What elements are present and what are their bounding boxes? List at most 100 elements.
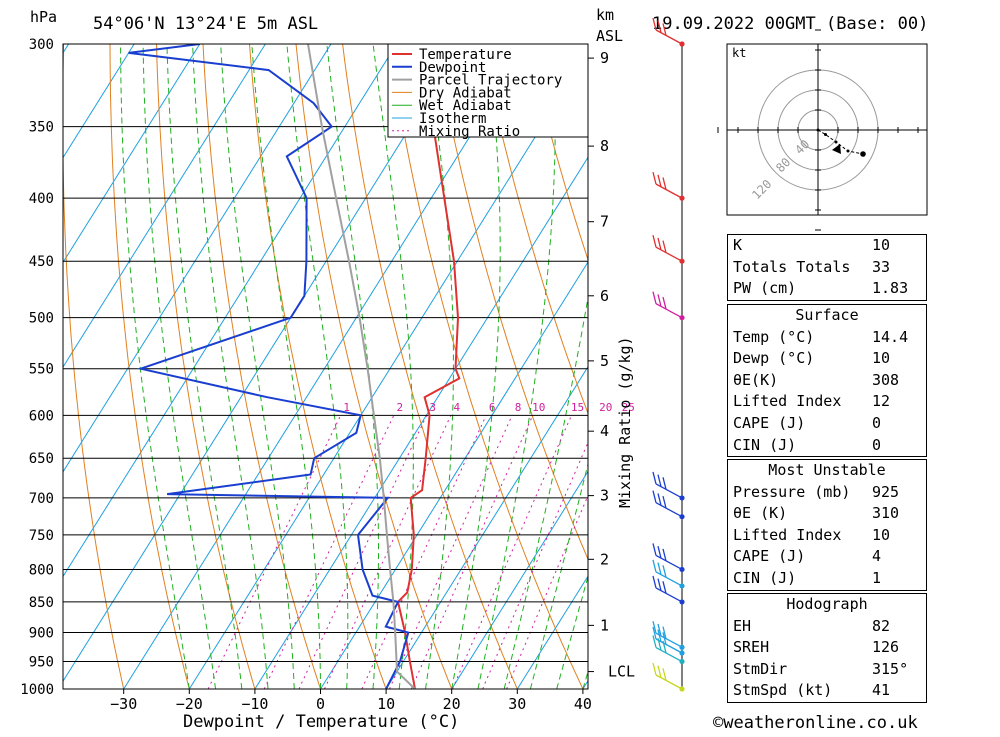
wind-barb-staff: [656, 675, 682, 689]
wind-level-dot: [679, 259, 684, 264]
pressure-tick-label: 600: [29, 408, 54, 424]
mu-value: 310: [872, 503, 899, 525]
mixing-ratio-label: 15: [571, 401, 584, 414]
mu-label: CAPE (J): [733, 546, 805, 568]
wind-barb-flag: [653, 172, 656, 184]
mixing-ratio-label: 8: [515, 401, 522, 414]
pressure-tick-label: 900: [29, 626, 54, 642]
wind-level-dot: [679, 599, 684, 604]
surface-label: CAPE (J): [733, 413, 805, 435]
wind-barb-icon: [653, 560, 685, 589]
surface-label: Temp (°C): [733, 327, 814, 349]
dry-adiabat-line: [994, 44, 1000, 689]
wind-level-dot: [679, 645, 684, 650]
mu-value: 1: [872, 568, 881, 590]
x-tick-label: 10: [377, 695, 395, 713]
hodo-value: 315°: [872, 659, 908, 681]
pressure-tick-label: 750: [29, 528, 54, 544]
isotherm-line: [255, 44, 659, 689]
height-unit-asl: ASL: [596, 27, 623, 45]
mixing-ratio-label: 4: [454, 401, 461, 414]
height-tick-label: 9: [600, 49, 609, 67]
pressure-tick-label: 650: [29, 451, 54, 467]
surface-value: 0: [872, 413, 881, 435]
isotherm-line: [0, 44, 3, 689]
mixing-ratio-line: [264, 415, 394, 689]
wind-barb-flag: [653, 472, 656, 484]
pressure-tick-label: 1000: [20, 682, 54, 698]
wind-barb-icon: [653, 576, 685, 605]
wind-level-dot: [679, 567, 684, 572]
pressure-tick-label: 400: [29, 191, 54, 207]
height-unit-km: km: [596, 6, 614, 24]
surface-table: Surface Temp (°C) 14.4 Dewp (°C)10 θE(K)3…: [727, 304, 927, 457]
surface-value: 12: [872, 391, 890, 413]
mixing-ratio-line: [453, 415, 572, 689]
surface-value: 14.4: [872, 327, 908, 349]
mu-row: Pressure (mb)925: [728, 482, 926, 504]
wind-barb-icon: [653, 472, 685, 501]
dry-adiabat-line: [389, 44, 583, 689]
dry-adiabat-line: [296, 44, 452, 689]
mu-value: 10: [872, 525, 890, 547]
surface-label: CIN (J): [733, 435, 796, 457]
hodo-label: StmDir: [733, 659, 787, 681]
wind-barb-icon: [653, 491, 685, 520]
index-label: Totals Totals: [733, 257, 850, 279]
height-tick-label: 1: [600, 616, 609, 634]
wind-level-dot: [679, 686, 684, 691]
wind-barb-staff: [656, 503, 682, 517]
wind-barb-icon: [653, 172, 685, 201]
mixing-ratio-label: 3: [429, 401, 436, 414]
pressure-tick-label: 700: [29, 491, 54, 507]
wind-level-dot: [679, 514, 684, 519]
wind-level-dot: [679, 583, 684, 588]
index-value: 33: [872, 257, 890, 279]
wind-barb-icon: [653, 663, 685, 692]
wind-barb-staff: [656, 247, 682, 261]
surface-title: Surface: [728, 305, 926, 327]
hodograph-table-title: Hodograph: [728, 594, 926, 616]
height-tick-label: 7: [600, 213, 609, 231]
temperature-series-line: [398, 44, 459, 689]
axes: 3003504004505005506006507007508008509009…: [20, 37, 635, 713]
x-tick-label: −10: [241, 695, 268, 713]
surface-row: Dewp (°C)10: [728, 348, 926, 370]
pressure-tick-label: 950: [29, 655, 54, 671]
index-row-pw: PW (cm)1.83: [728, 278, 926, 300]
mu-value: 4: [872, 546, 881, 568]
wind-barb-icon: [653, 292, 685, 321]
wind-level-dot: [679, 659, 684, 664]
surface-row: θE(K)308: [728, 370, 926, 392]
pressure-tick-label: 550: [29, 362, 54, 378]
parcel-trajectory-series-line: [308, 44, 415, 689]
credit-text: ©weatheronline.co.uk: [713, 713, 918, 733]
wind-barb-staff: [656, 588, 682, 602]
pressure-tick-label: 800: [29, 562, 54, 578]
wind-barb-flag: [653, 235, 656, 247]
wind-barb-flag: [653, 292, 656, 304]
mu-label: CIN (J): [733, 568, 796, 590]
wet-adiabat-line: [121, 44, 190, 689]
dry-adiabat-line: [63, 44, 124, 689]
mu-value: 925: [872, 482, 899, 504]
surface-row: CAPE (J) 0: [728, 413, 926, 435]
wind-barb-flag: [653, 663, 656, 675]
surface-value: 0: [872, 435, 881, 457]
most-unstable-table: Most Unstable Pressure (mb)925 θE (K)310…: [727, 459, 927, 591]
hodo-label: StmSpd (kt): [733, 680, 832, 702]
mixing-ratio-label: 1: [343, 401, 350, 414]
pressure-tick-label: 500: [29, 311, 54, 327]
wet-adiabat-line: [452, 44, 501, 689]
most-unstable-title: Most Unstable: [728, 460, 926, 482]
legend-entry: Mixing Ratio: [419, 124, 520, 140]
wind-level-dot: [679, 196, 684, 201]
height-tick-label: 8: [600, 137, 609, 155]
wind-barb-staff: [656, 184, 682, 198]
